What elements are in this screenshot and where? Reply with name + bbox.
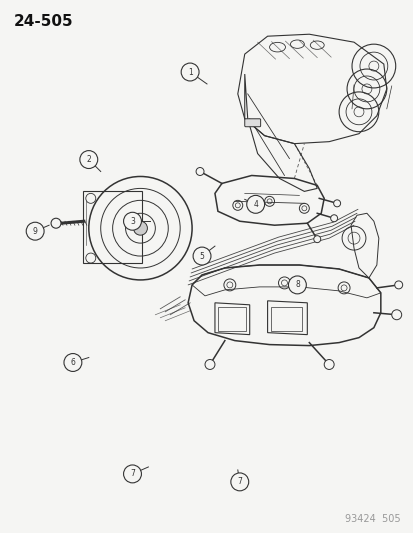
- Text: 7: 7: [237, 478, 242, 487]
- Circle shape: [230, 473, 248, 491]
- Text: 6: 6: [70, 358, 75, 367]
- Text: 2: 2: [86, 155, 91, 164]
- Text: 1: 1: [187, 68, 192, 77]
- Circle shape: [313, 236, 320, 243]
- Text: 9: 9: [33, 227, 38, 236]
- Circle shape: [133, 221, 147, 235]
- Circle shape: [181, 63, 199, 81]
- Circle shape: [123, 212, 141, 230]
- Text: 3: 3: [130, 217, 135, 226]
- Text: 5: 5: [199, 252, 204, 261]
- Circle shape: [26, 222, 44, 240]
- Circle shape: [204, 360, 214, 369]
- Circle shape: [192, 247, 211, 265]
- Circle shape: [51, 218, 61, 228]
- Text: 8: 8: [294, 280, 299, 289]
- Circle shape: [394, 281, 402, 289]
- Circle shape: [330, 215, 337, 222]
- Text: 4: 4: [253, 200, 257, 209]
- Text: 7: 7: [130, 470, 135, 479]
- Circle shape: [246, 196, 264, 213]
- Circle shape: [323, 360, 333, 369]
- Circle shape: [288, 276, 306, 294]
- Circle shape: [196, 167, 204, 175]
- Circle shape: [333, 200, 340, 207]
- Text: 93424  505: 93424 505: [344, 514, 400, 523]
- Circle shape: [391, 310, 401, 320]
- Text: 24-505: 24-505: [13, 14, 73, 29]
- Circle shape: [64, 353, 82, 372]
- Circle shape: [80, 151, 97, 168]
- Circle shape: [123, 465, 141, 483]
- FancyBboxPatch shape: [244, 119, 260, 127]
